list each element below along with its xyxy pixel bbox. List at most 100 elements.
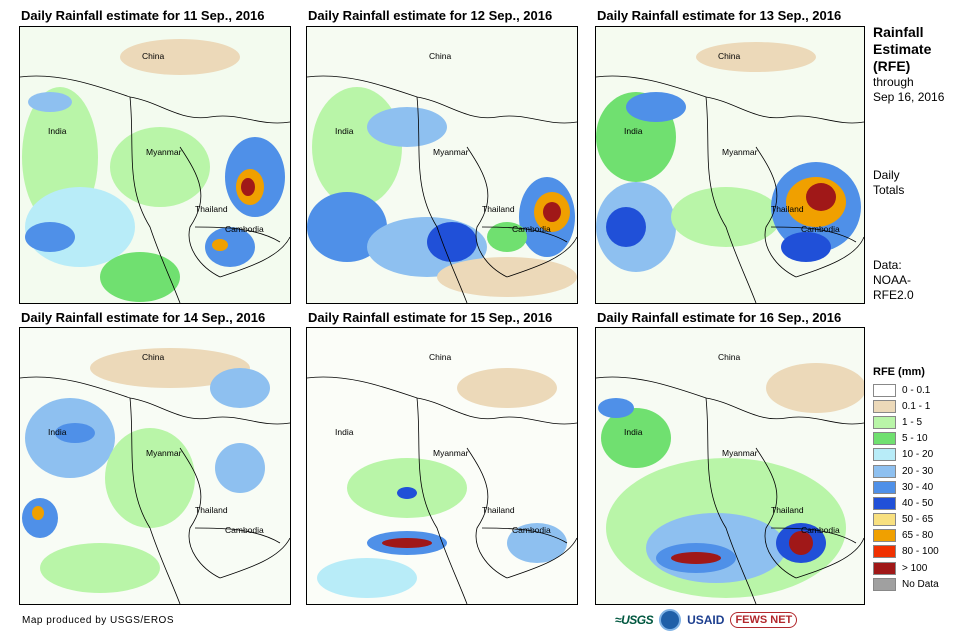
panel-title-2: Daily Rainfall estimate for 12 Sep., 201… [308, 8, 553, 23]
label-cambodia: Cambodia [512, 224, 551, 234]
map-canvas: China India Myanmar Thailand Cambodia [596, 27, 864, 303]
label-cambodia: Cambodia [801, 525, 840, 535]
usaid-logo: USAID [687, 613, 725, 627]
label-thailand: Thailand [195, 505, 228, 515]
panel-title-6: Daily Rainfall estimate for 16 Sep., 201… [597, 310, 842, 325]
rainfall-overlay [596, 27, 864, 303]
legend-label: 0 - 0.1 [902, 384, 931, 396]
rainfall-overlay [20, 27, 290, 303]
label-thailand: Thailand [771, 204, 804, 214]
country-borders [596, 75, 864, 303]
sidebar-data-label: Data: [873, 258, 902, 272]
label-india: India [335, 427, 354, 437]
label-china: China [718, 352, 740, 362]
label-china: China [429, 352, 451, 362]
label-cambodia: Cambodia [801, 224, 840, 234]
label-thailand: Thailand [195, 204, 228, 214]
legend-swatch [873, 399, 896, 413]
legend-label: 0.1 - 1 [902, 400, 931, 412]
legend-row: > 100 [873, 560, 939, 576]
legend-swatch [873, 513, 896, 527]
label-china: China [142, 51, 164, 61]
legend-label: 30 - 40 [902, 481, 934, 493]
credit-text: Map produced by USGS/EROS [22, 615, 175, 626]
legend-label: 20 - 30 [902, 465, 934, 477]
logo-strip: ≈USGS USAID FEWS NET [615, 607, 798, 633]
legend-row: 80 - 100 [873, 544, 939, 560]
legend-row: 0 - 0.1 [873, 382, 939, 398]
label-thailand: Thailand [482, 505, 515, 515]
legend-label: 50 - 65 [902, 514, 934, 526]
label-myanmar: Myanmar [722, 448, 758, 458]
rainfall-overlay [307, 328, 577, 604]
legend-swatch [873, 448, 896, 462]
legend-swatch [873, 561, 896, 575]
legend-swatch [873, 480, 896, 494]
map-canvas: China India Myanmar Thailand Cambodia [307, 328, 577, 604]
legend-label: > 100 [902, 562, 928, 574]
legend-swatch [873, 545, 896, 559]
legend-row: 50 - 65 [873, 512, 939, 528]
legend-label: 1 - 5 [902, 416, 923, 428]
country-borders [307, 75, 577, 303]
legend-row: No Data [873, 576, 939, 592]
legend-row: 1 - 5 [873, 414, 939, 430]
map-canvas: China India Myanmar Thailand Cambodia [20, 27, 290, 303]
rfe-legend: RFE (mm) 0 - 0.1 0.1 - 1 1 - 5 5 - 10 10 - 2… [873, 366, 939, 592]
label-myanmar: Myanmar [433, 448, 469, 458]
legend-label: 40 - 50 [902, 497, 934, 509]
label-india: India [48, 427, 67, 437]
sidebar-through: through [873, 75, 914, 89]
label-india: India [48, 126, 67, 136]
rainfall-map-12-sep: China India Myanmar Thailand Cambodia [306, 26, 578, 304]
panel-title-1: Daily Rainfall estimate for 11 Sep., 201… [21, 8, 265, 23]
legend-rows: 0 - 0.1 0.1 - 1 1 - 5 5 - 10 10 - 20 20 - 30 3… [873, 382, 939, 592]
legend-swatch [873, 415, 896, 429]
usgs-logo: ≈USGS [615, 613, 654, 627]
country-borders [596, 376, 864, 604]
sidebar-data-source1: NOAA- [873, 273, 912, 287]
label-thailand: Thailand [482, 204, 515, 214]
rainfall-map-11-sep: China India Myanmar Thailand Cambodia [19, 26, 291, 304]
legend-swatch [873, 496, 896, 510]
legend-label: 80 - 100 [902, 546, 939, 558]
label-india: India [624, 427, 643, 437]
panel-title-5: Daily Rainfall estimate for 15 Sep., 201… [308, 310, 553, 325]
sidebar-title-line3: (RFE) [873, 58, 911, 74]
legend-row: 20 - 30 [873, 463, 939, 479]
sidebar-title-line1: Rainfall [873, 24, 924, 40]
label-myanmar: Myanmar [146, 448, 182, 458]
rainfall-map-14-sep: China India Myanmar Thailand Cambodia [19, 327, 291, 605]
legend-swatch [873, 383, 896, 397]
legend-swatch [873, 432, 896, 446]
label-cambodia: Cambodia [225, 224, 264, 234]
label-thailand: Thailand [771, 505, 804, 515]
panel-title-3: Daily Rainfall estimate for 13 Sep., 201… [597, 8, 842, 23]
legend-label: No Data [902, 578, 939, 590]
legend-label: 65 - 80 [902, 530, 934, 542]
label-myanmar: Myanmar [146, 147, 182, 157]
noaa-logo-icon [659, 609, 682, 631]
sidebar-daily: Daily [873, 168, 900, 182]
label-china: China [718, 51, 740, 61]
label-india: India [624, 126, 643, 136]
legend-row: 65 - 80 [873, 528, 939, 544]
fews-net-logo: FEWS NET [730, 612, 798, 628]
country-borders [20, 376, 290, 604]
legend-row: 0.1 - 1 [873, 398, 939, 414]
label-myanmar: Myanmar [722, 147, 758, 157]
country-borders [20, 75, 290, 303]
legend-label: 5 - 10 [902, 433, 928, 445]
legend-swatch [873, 464, 896, 478]
rainfall-map-15-sep: China India Myanmar Thailand Cambodia [306, 327, 578, 605]
label-china: China [429, 51, 451, 61]
sidebar-data-block: Data: NOAA- RFE2.0 [873, 258, 914, 303]
rainfall-map-13-sep: China India Myanmar Thailand Cambodia [595, 26, 865, 304]
map-canvas: China India Myanmar Thailand Cambodia [307, 27, 577, 303]
label-india: India [335, 126, 354, 136]
rainfall-overlay [596, 328, 864, 604]
sidebar-title-block: Rainfall Estimate (RFE) through Sep 16, … [873, 24, 944, 105]
legend-title: RFE (mm) [873, 366, 925, 378]
legend-row: 40 - 50 [873, 495, 939, 511]
map-canvas: China India Myanmar Thailand Cambodia [596, 328, 864, 604]
